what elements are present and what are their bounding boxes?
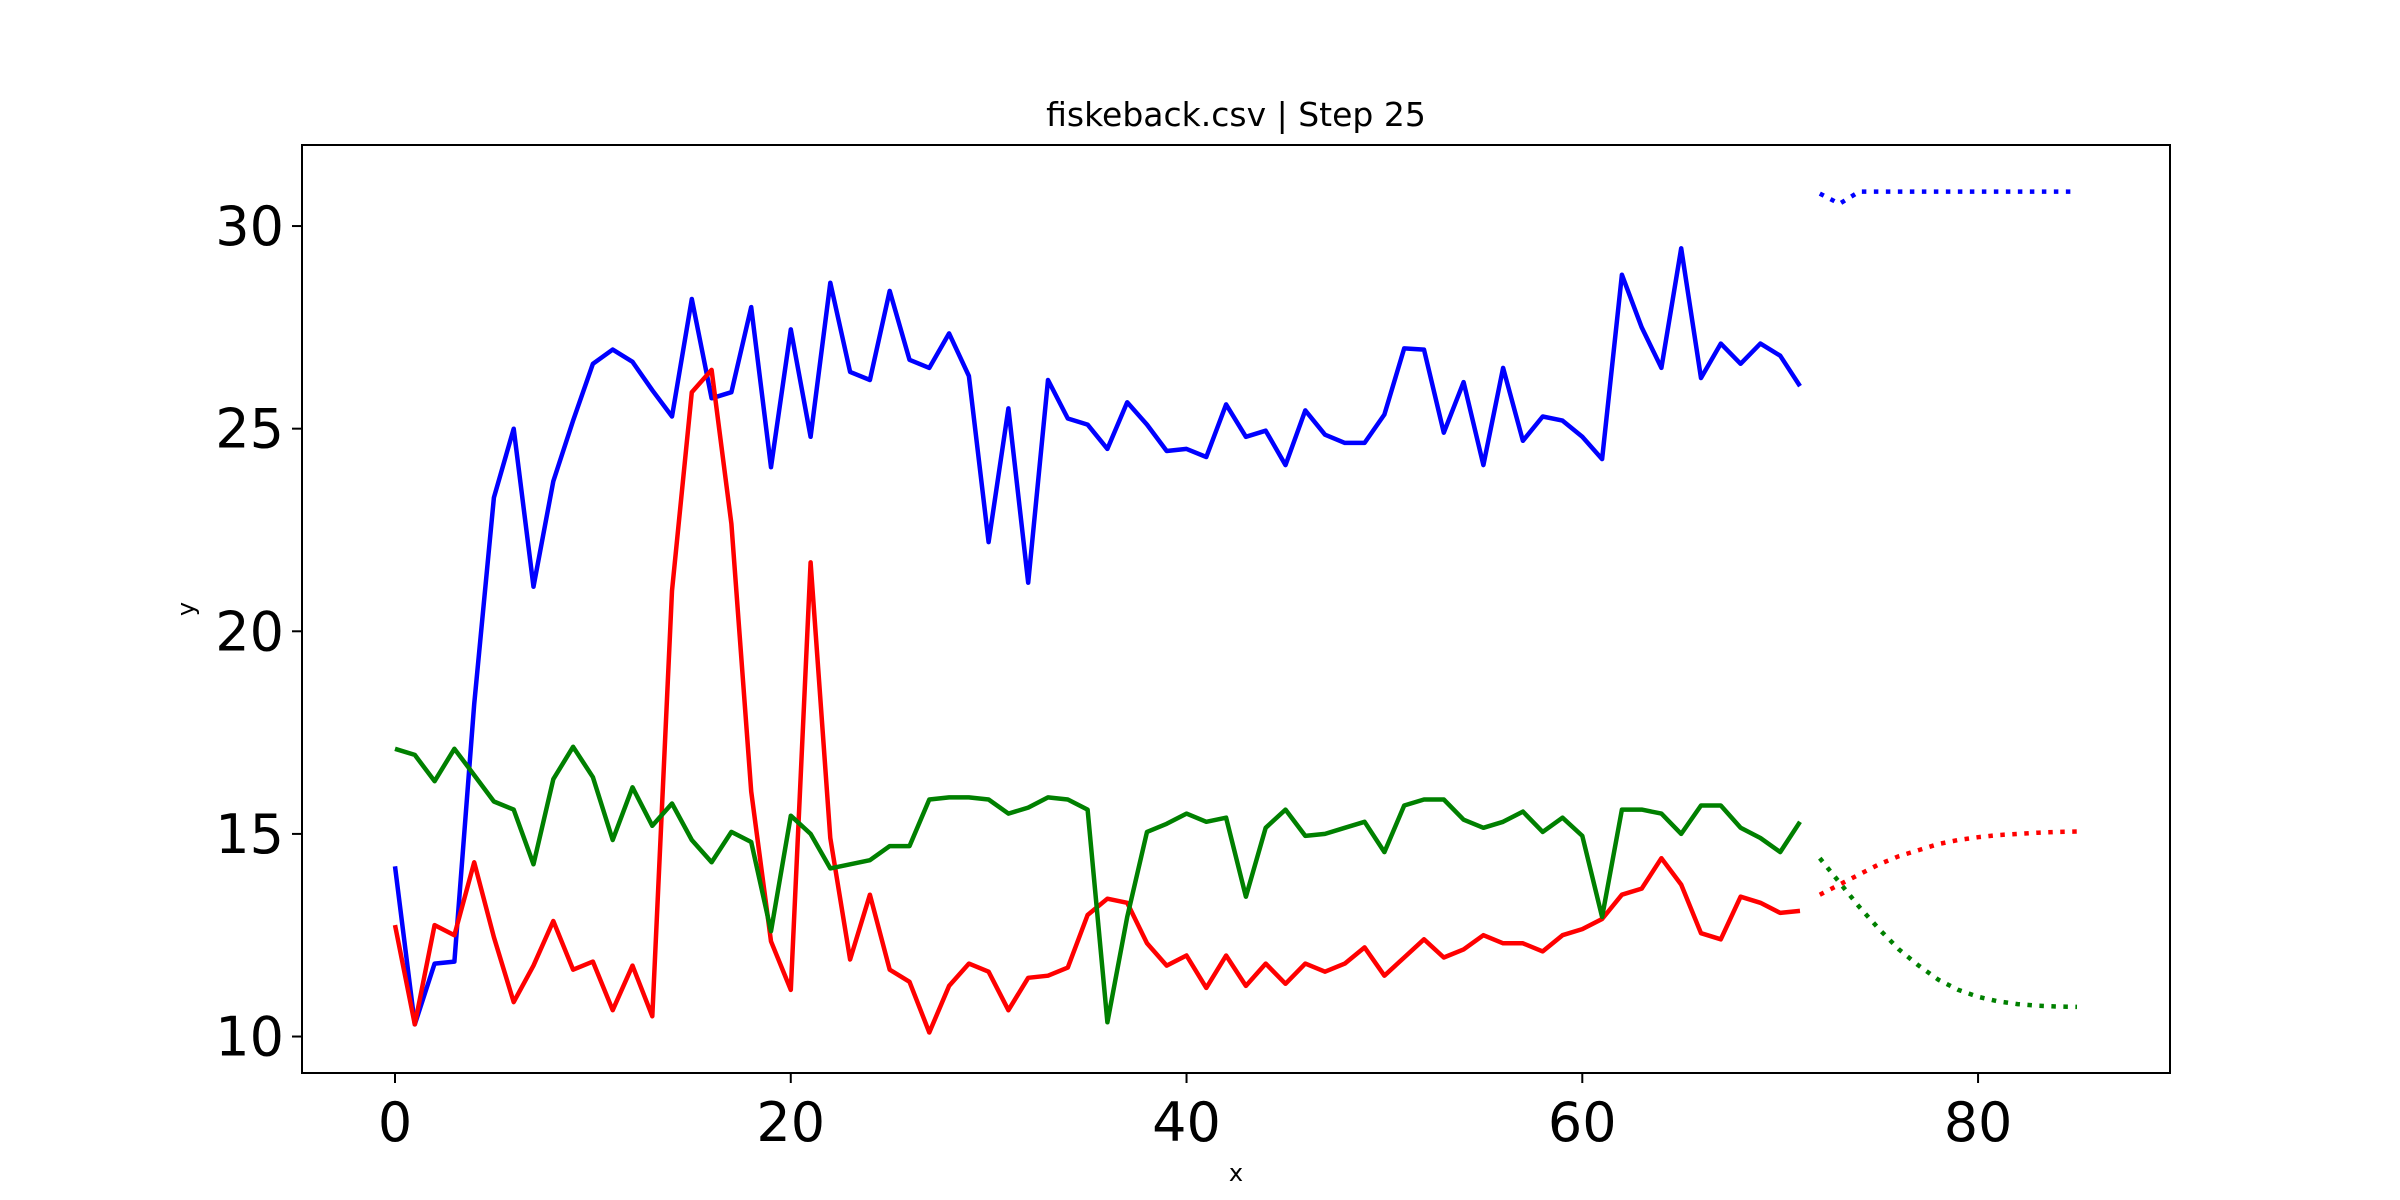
plot-frame — [301, 144, 2171, 1074]
x-tick-label: 80 — [1944, 1091, 2013, 1154]
series-line-5 — [1818, 856, 2078, 1010]
y-axis: 10 15 20 25 30 — [215, 195, 302, 1069]
chart-title: fiskeback.csv | Step 25 — [1046, 95, 1426, 134]
series-line-3 — [1818, 189, 2077, 207]
series-line-2 — [394, 744, 1802, 1025]
x-tick-label: 60 — [1548, 1091, 1617, 1154]
x-tick-label: 20 — [756, 1091, 825, 1154]
y-tick-label: 15 — [215, 803, 284, 866]
y-tick-label: 25 — [215, 398, 284, 461]
series-layer — [392, 189, 2078, 1035]
y-tick-label: 30 — [215, 195, 284, 258]
series-line-4 — [1818, 829, 2078, 897]
x-tick-label: 0 — [378, 1091, 412, 1154]
series-line-0 — [392, 246, 1802, 1027]
y-tick-label: 10 — [215, 1006, 284, 1069]
x-axis-label: x — [1229, 1159, 1243, 1187]
y-axis-label: y — [172, 602, 200, 616]
x-axis: 0 20 40 60 80 — [378, 1073, 2013, 1154]
y-tick-label: 20 — [215, 600, 284, 663]
x-tick-label: 40 — [1152, 1091, 1221, 1154]
